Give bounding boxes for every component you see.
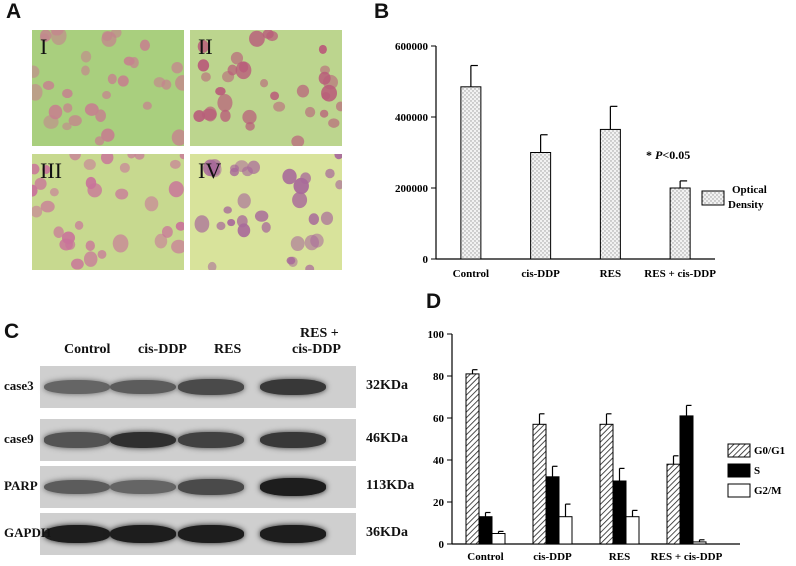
blot-band <box>260 525 326 543</box>
cells-1 <box>32 30 184 146</box>
d-x-label-cis-ddp: cis-DDP <box>533 551 572 563</box>
blot-band <box>260 431 326 449</box>
lane-label-control: Control <box>64 342 111 357</box>
panel-a-letter: A <box>6 0 22 23</box>
blot-band <box>44 379 110 395</box>
blot-band <box>178 525 244 543</box>
b-y-tick-label: 0 <box>423 254 429 266</box>
d-bar-s-res-cis-ddp <box>679 415 694 545</box>
d-x-label-res: RES <box>609 551 630 563</box>
b-y-tick-label: 200000 <box>395 183 429 195</box>
b-bar-res <box>599 128 621 260</box>
d-bar-g0-g1-cis-ddp <box>532 423 547 545</box>
blot-band <box>260 378 326 396</box>
cell-cycle-chart: 0 20 40 60 80 100 Control cis-DDP RES RES + cis-D… <box>428 329 786 563</box>
micrograph-4: IV <box>190 154 342 270</box>
d-bar-g2-m-cis-ddp <box>558 516 573 545</box>
b-y-tick-label: 400000 <box>395 112 429 124</box>
panel-b-letter: B <box>374 0 390 23</box>
b-legend-label-1: Optical <box>732 184 767 196</box>
d-legend-label-g2-m: G2/M <box>754 485 782 497</box>
blot-band <box>110 431 176 449</box>
b-x-label-res: RES <box>600 268 621 280</box>
d-x-label-res-cis-ddp: RES + cis-DDP <box>651 551 723 563</box>
blot-band <box>44 479 110 495</box>
blot-band <box>178 379 244 395</box>
d-bar-g2-m-control <box>491 533 506 545</box>
micrograph-numeral: II <box>198 34 213 59</box>
d-legend-label-s: S <box>754 465 760 477</box>
d-y-tick-label: 0 <box>439 539 445 551</box>
blot-size-gapdh: 36KDa <box>366 525 408 540</box>
lane-label-res-cis-ddp: cis-DDP <box>292 342 341 357</box>
d-legend-swatch-g0-g1 <box>727 443 751 458</box>
b-x-label-control: Control <box>453 268 489 280</box>
b-legend-swatch <box>701 190 725 206</box>
blot-band <box>178 432 244 448</box>
cells-3 <box>32 154 184 270</box>
micrograph-numeral: III <box>40 158 62 183</box>
blot-band <box>110 525 176 543</box>
micrograph-3: III <box>32 154 184 270</box>
blot-size-parp: 113KDa <box>366 478 415 493</box>
d-bar-s-control <box>478 516 493 545</box>
d-y-tick-label: 80 <box>433 371 445 383</box>
lane-label-cis-ddp: cis-DDP <box>138 342 187 357</box>
b-x-label-cis-ddp: cis-DDP <box>521 268 560 280</box>
micrograph-numeral: IV <box>198 158 222 183</box>
blot-band <box>260 478 326 496</box>
d-x-label-control: Control <box>467 551 503 563</box>
micrograph-numeral: I <box>40 34 48 59</box>
d-y-tick-label: 100 <box>428 329 445 341</box>
d-bar-s-res <box>612 480 627 545</box>
western-blot: Control cis-DDP RES RES + cis-DDP case3 3… <box>4 326 424 562</box>
d-bar-g0-g1-res-cis-ddp <box>666 463 681 545</box>
blot-size-case3: 32KDa <box>366 378 408 393</box>
blot-strip-parp <box>40 466 356 508</box>
blot-label-parp: PARP <box>4 478 38 493</box>
cells-2 <box>193 30 342 146</box>
blot-band <box>44 525 110 543</box>
d-y-tick-label: 40 <box>433 455 445 467</box>
b-bar-cis-ddp <box>530 152 552 260</box>
optical-density-chart: 0 200000 400000 600000 Control cis-DDP RES RES … <box>395 41 767 280</box>
b-significance-annotation: * P<0.05 <box>646 148 690 162</box>
blot-label-case9: case9 <box>4 431 34 446</box>
lane-label-res: RES <box>214 342 242 357</box>
d-bar-g2-m-res-cis-ddp <box>692 541 707 545</box>
d-y-tick-label: 60 <box>433 413 445 425</box>
b-y-tick-label: 600000 <box>395 41 429 53</box>
micrograph-1: I <box>32 30 184 146</box>
panel-c-letter: C <box>4 320 20 343</box>
d-legend-swatch-s <box>727 463 751 478</box>
b-legend-label-2: Density <box>728 199 764 211</box>
blot-strip-gapdh <box>40 513 356 555</box>
d-legend-swatch-g2-m <box>727 483 751 498</box>
blot-band <box>110 479 176 495</box>
blot-label-case3: case3 <box>4 378 34 393</box>
d-bar-s-cis-ddp <box>545 476 560 545</box>
b-bar-control <box>460 86 482 260</box>
d-legend-label-g0-g1: G0/G1 <box>754 445 785 457</box>
d-bar-g2-m-res <box>625 516 640 545</box>
blot-strip-case9 <box>40 419 356 461</box>
blot-band <box>44 432 110 448</box>
panel-d-letter: D <box>426 290 442 313</box>
blot-size-case9: 46KDa <box>366 431 408 446</box>
micrograph-2: II <box>190 30 342 146</box>
cells-4 <box>194 154 342 270</box>
d-bar-g0-g1-res <box>599 423 614 545</box>
blot-label-gapdh: GAPDH <box>4 525 51 540</box>
lane-label-res-plus: RES + <box>300 326 339 341</box>
b-bar-res-cis-ddp <box>669 187 691 260</box>
blot-band <box>110 379 176 395</box>
d-y-tick-label: 20 <box>433 497 445 509</box>
d-bar-g0-g1-control <box>465 373 480 545</box>
b-x-label-res-cis-ddp: RES + cis-DDP <box>644 268 716 280</box>
blot-band <box>178 479 244 495</box>
blot-strip-case3 <box>40 366 356 408</box>
